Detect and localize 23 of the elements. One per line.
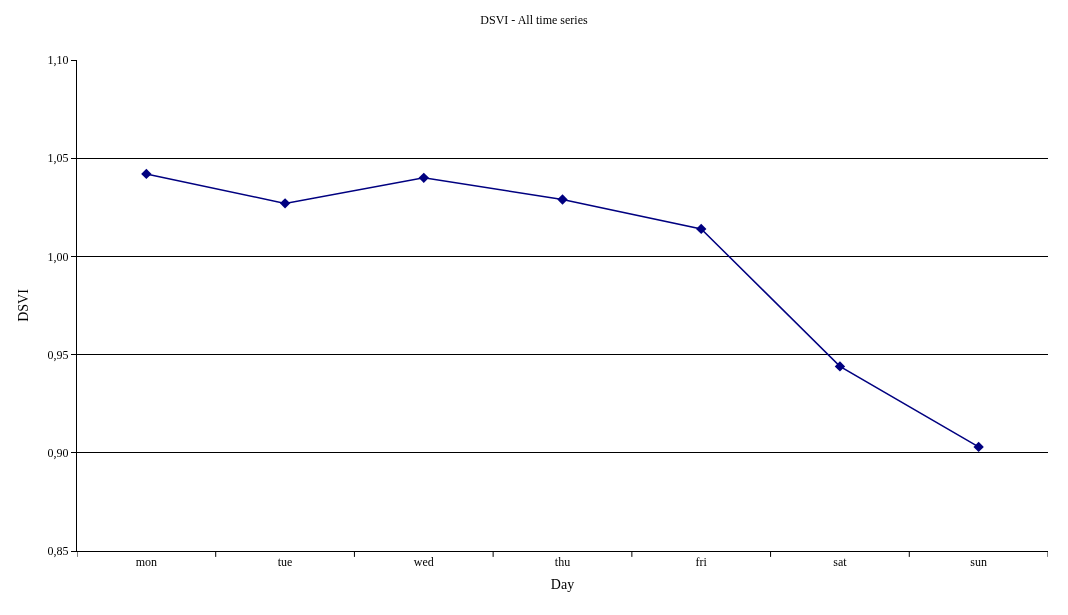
point [834, 361, 846, 372]
y-tick-label: 1,00 [47, 249, 69, 264]
point [418, 172, 429, 184]
y-tick-label: 0,85 [47, 544, 69, 559]
y-tick-label: 0,95 [47, 347, 69, 362]
y-tick-label: 0,90 [47, 446, 69, 460]
x-tick-label: sun [970, 555, 987, 570]
x-tick-label: mon [135, 555, 158, 570]
x-tick-label: sat [833, 555, 848, 570]
x-tick-label: tue [277, 555, 293, 570]
point [141, 168, 152, 180]
y-tick-label: 1,05 [47, 151, 69, 166]
chart-title: DSVI - All time series [480, 12, 588, 27]
point [973, 441, 984, 453]
point [279, 198, 291, 209]
point [696, 223, 707, 235]
x-tick-label: thu [554, 555, 571, 570]
x-tick-label: fri [695, 555, 708, 570]
y-tick-label: 1,10 [47, 53, 69, 68]
x-axis-title: Day [550, 576, 575, 592]
x-tick-label: wed [413, 555, 434, 570]
y-axis-title: DSVI [16, 288, 32, 322]
point [557, 194, 568, 205]
